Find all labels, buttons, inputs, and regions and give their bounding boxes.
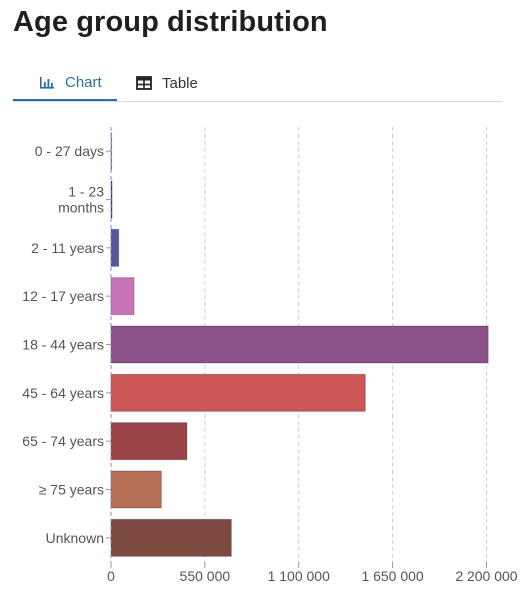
age-group-bar-chart: 0 - 27 days 1 - 23 months 2 - 11 years 12 - … bbox=[0, 115, 521, 600]
y-tick-label: 1 - 23 months bbox=[58, 184, 104, 216]
bar bbox=[110, 325, 489, 364]
bar bbox=[110, 470, 162, 509]
bar bbox=[110, 422, 188, 461]
y-tick-label-line: months bbox=[58, 200, 104, 216]
x-tick-label: 1 650 000 bbox=[361, 568, 423, 584]
x-tick-label: 2 200 000 bbox=[455, 568, 517, 584]
y-tick-label-line: 1 - 23 bbox=[68, 184, 104, 200]
y-tick-label: 65 - 74 years bbox=[22, 433, 104, 449]
bar bbox=[110, 228, 120, 267]
bar bbox=[110, 373, 366, 412]
y-tick-label: 12 - 17 years bbox=[22, 288, 104, 304]
y-tick-label: 0 - 27 days bbox=[35, 143, 104, 159]
tab-chart[interactable]: Chart bbox=[13, 66, 117, 101]
bar bbox=[110, 518, 232, 557]
table-icon bbox=[136, 75, 152, 91]
page-title: Age group distribution bbox=[13, 6, 328, 38]
tab-table-label: Table bbox=[162, 74, 198, 92]
x-tick-label: 1 100 000 bbox=[268, 568, 330, 584]
tab-table[interactable]: Table bbox=[136, 66, 198, 100]
bar-chart-icon bbox=[39, 75, 55, 91]
y-tick-label: 45 - 64 years bbox=[22, 385, 104, 401]
bar bbox=[110, 277, 135, 316]
y-tick-label: Unknown bbox=[46, 530, 104, 546]
y-tick-label: 18 - 44 years bbox=[22, 337, 104, 353]
y-tick-label: 2 - 11 years bbox=[31, 240, 104, 256]
chart-svg: 0 - 27 days 1 - 23 months 2 - 11 years 12 - … bbox=[22, 127, 518, 584]
x-tick-label: 0 bbox=[107, 568, 115, 584]
view-tabs: Chart Table bbox=[13, 66, 502, 102]
x-tick-label: 550 000 bbox=[180, 568, 231, 584]
y-tick-label: ≥ 75 years bbox=[39, 482, 104, 498]
tab-chart-label: Chart bbox=[65, 74, 102, 91]
